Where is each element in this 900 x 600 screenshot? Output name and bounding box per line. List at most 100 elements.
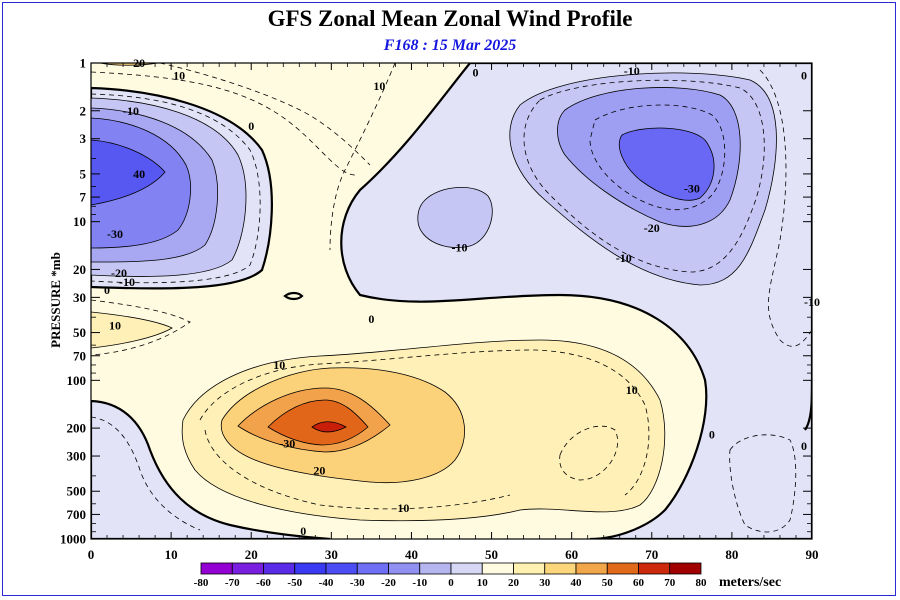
x-tick-label: 40 (405, 547, 418, 562)
colorbar-unit-label: meters/sec (719, 575, 781, 590)
y-tick-label: 300 (67, 449, 87, 464)
x-tick-label: 0 (88, 547, 95, 562)
contour-label-text: -30 (684, 182, 700, 196)
closed-contour-10-mid (417, 186, 493, 248)
colorbar-swatch (419, 562, 452, 575)
colorbar-tick-label: 20 (508, 577, 520, 589)
contour-label-text: 40 (133, 167, 145, 181)
colorbar-swatch (669, 562, 702, 575)
contour-label: 0 (248, 119, 254, 133)
x-tick-label: 70 (645, 547, 658, 562)
contour-label: -10 (123, 104, 139, 118)
y-tick-label: 70 (73, 348, 86, 363)
y-tick-label: 1 (80, 56, 87, 71)
contour-label: 40 (133, 167, 145, 181)
vortex-contour-40 (91, 139, 166, 206)
colorbar-tick-label: -30 (350, 577, 365, 589)
y-tick-label: 500 (67, 484, 87, 499)
contour-label: 10 (397, 501, 409, 515)
contour-label-text: 10 (173, 69, 185, 83)
contour-label: 10 (109, 318, 121, 332)
contour-label-text: -20 (111, 266, 127, 280)
contour-label-text: 20 (313, 463, 325, 477)
x-tick-label: 10 (165, 547, 178, 562)
y-tick-label: 3 (80, 131, 87, 146)
contour-label-text: 0 (248, 119, 254, 133)
colorbar-swatch (513, 562, 546, 575)
colorbar: -80 -70 -60 -50 -40 -30 -20 -10 0 10 20 30 40 50 60 70 8… (194, 562, 781, 590)
x-tick-label: 20 (245, 547, 258, 562)
y-tick-label: 700 (67, 507, 87, 522)
colorbar-swatch (200, 562, 233, 575)
colorbar-tick-label: -70 (225, 577, 240, 589)
colorbar-swatch (388, 562, 421, 575)
contour-label: 0 (801, 69, 807, 83)
negative-region-bottom-left (91, 399, 331, 539)
contour-label: 0 (368, 312, 374, 326)
contour-label: -30 (107, 227, 123, 241)
colorbar-swatch (231, 562, 264, 575)
y-tick-label: 10 (73, 214, 86, 229)
chart-title: GFS Zonal Mean Zonal Wind Profile (267, 6, 633, 31)
contour-label: 0 (300, 524, 306, 538)
y-tick-label: 1000 (60, 532, 86, 547)
y-tick-label: 5 (80, 166, 87, 181)
contour-label: 0 (801, 439, 807, 453)
contour-label-text: -30 (279, 436, 295, 450)
contour-label-text: 0 (709, 428, 715, 442)
colorbar-tick-label: 60 (633, 577, 645, 589)
chart-subtitle: F168 : 15 Mar 2025 (383, 37, 517, 54)
colorbar-tick-label: 50 (602, 577, 614, 589)
contour-label-text: -30 (107, 227, 123, 241)
contour-label: 0 (709, 428, 715, 442)
contour-label-text: -10 (123, 104, 139, 118)
contour-label: 20 (313, 463, 325, 477)
colorbar-tick-label: 80 (696, 577, 708, 589)
colorbar-tick-label: -50 (287, 577, 302, 589)
right-contour-30 (618, 127, 715, 201)
x-tick-label: 60 (565, 547, 578, 562)
plot-border (90, 62, 813, 540)
contour-label-text: 10 (626, 383, 638, 397)
contour-label: -10 (119, 275, 135, 289)
colorbar-swatch (638, 562, 671, 575)
y-tick-label: 2 (80, 103, 87, 118)
colorbar-swatch (356, 562, 389, 575)
colorbar-swatch (481, 562, 514, 575)
contour-label-text: 10 (373, 79, 385, 93)
contour-label-text: 10 (109, 318, 121, 332)
y-tick-label: 20 (73, 262, 86, 277)
contour-label-text: 0 (473, 66, 479, 80)
colorbar-swatch (606, 562, 639, 575)
contour-label-text: 10 (273, 358, 285, 372)
jet-contour-40 (267, 399, 369, 446)
colorbar-swatch (544, 562, 577, 575)
y-tick-label: 200 (67, 421, 87, 436)
contour-label-text: 0 (801, 439, 807, 453)
contour-label: 10 (626, 383, 638, 397)
x-axis-ticks: 0 10 20 30 40 50 60 70 80 90 (88, 63, 819, 562)
contour-label-text: -10 (119, 275, 135, 289)
contour-label: -30 (279, 436, 295, 450)
x-tick-label: 80 (725, 547, 738, 562)
jet-contour-50 (311, 421, 347, 433)
contour-label: -10 (624, 64, 640, 78)
contour-label-text: 10 (397, 501, 409, 515)
colorbar-swatch (575, 562, 608, 575)
colorbar-swatch (450, 562, 483, 575)
contour-label: 10 (273, 358, 285, 372)
contour-label: -10 (452, 240, 468, 254)
low-level-contour-10 (91, 311, 173, 349)
colorbar-tick-label: -80 (194, 577, 209, 589)
colorbar-tick-label: 40 (571, 577, 583, 589)
colorbar-swatch (325, 562, 358, 575)
contour-fills (91, 63, 812, 539)
contour-label: -20 (644, 221, 660, 235)
y-tick-label: 100 (67, 373, 87, 388)
x-tick-label: 50 (485, 547, 498, 562)
contour-label: 10 (373, 79, 385, 93)
contour-label-text: -10 (624, 64, 640, 78)
